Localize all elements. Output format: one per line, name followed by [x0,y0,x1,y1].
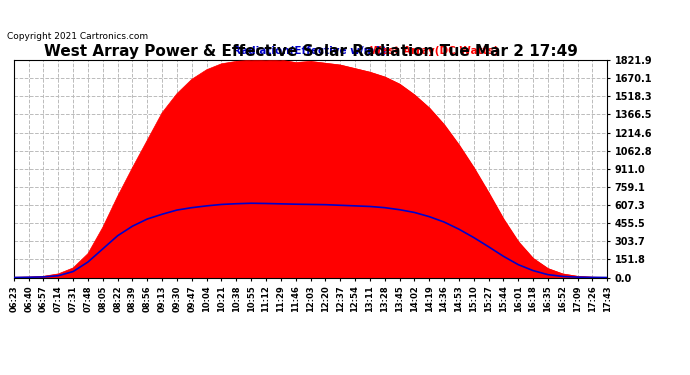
Title: West Array Power & Effective Solar Radiation Tue Mar 2 17:49: West Array Power & Effective Solar Radia… [43,44,578,59]
Text: West Array(DC Watts): West Array(DC Watts) [370,46,498,56]
Text: Copyright 2021 Cartronics.com: Copyright 2021 Cartronics.com [7,32,148,41]
Text: Radiation(Effective w/m2): Radiation(Effective w/m2) [233,46,387,56]
